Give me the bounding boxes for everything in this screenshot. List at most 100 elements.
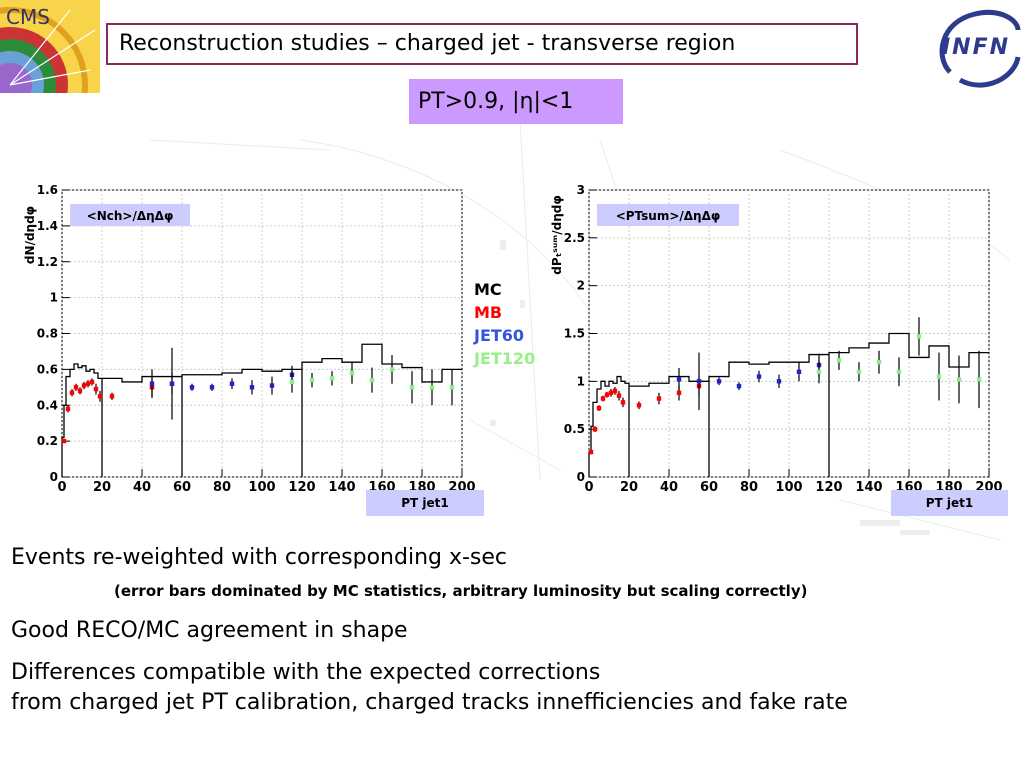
x-tick-label: 80 xyxy=(740,480,758,495)
data-point-mb xyxy=(604,392,610,397)
svg-text:CMS: CMS xyxy=(6,5,50,29)
cms-logo: CMS xyxy=(0,0,100,93)
data-point-mb xyxy=(588,449,594,455)
inner-label: <PTsum>/ΔηΔφ xyxy=(616,209,721,223)
legend-jet120: JET120 xyxy=(474,349,536,368)
y-tick-label: 1.6 xyxy=(37,183,58,197)
data-point-jet120 xyxy=(289,379,295,385)
y-tick-label: 1.4 xyxy=(37,219,58,233)
x-tick-label: 60 xyxy=(173,480,191,495)
data-point-mb xyxy=(676,390,682,396)
y-axis-label: dPₜˢᵘᵐ/dηdφ xyxy=(550,195,564,275)
data-point-jet120 xyxy=(449,385,455,390)
y-tick-label: 2.5 xyxy=(564,231,585,245)
data-point-jet60 xyxy=(249,385,255,390)
bullet-differences-cont: from charged jet PT calibration, charged… xyxy=(11,690,848,715)
data-point-jet120 xyxy=(956,377,962,382)
data-point-mb xyxy=(592,426,598,432)
y-tick-label: 0.5 xyxy=(564,422,585,436)
inner-label-bg xyxy=(597,204,739,226)
data-point-mb xyxy=(656,396,662,401)
data-point-jet120 xyxy=(389,367,395,372)
x-tick-label: 0 xyxy=(584,480,593,495)
data-point-jet120 xyxy=(349,370,355,376)
bullet-reweighted: Events re-weighted with corresponding x-… xyxy=(11,545,508,570)
y-tick-label: 0 xyxy=(50,470,58,484)
x-tick-label: 40 xyxy=(660,480,678,495)
data-point-jet120 xyxy=(976,377,982,382)
x-tick-label: 120 xyxy=(288,480,315,495)
legend-mb: MB xyxy=(474,303,503,322)
x-tick-label: 20 xyxy=(620,480,638,495)
data-point-jet60 xyxy=(269,383,275,388)
y-axis-label: dN/dηdφ xyxy=(23,206,37,264)
data-point-mb xyxy=(596,405,602,411)
data-point-jet60 xyxy=(676,377,682,382)
x-tick-label: 60 xyxy=(700,480,718,495)
y-tick-label: 0.6 xyxy=(37,362,58,376)
data-point-jet120 xyxy=(896,369,902,374)
data-point-jet60 xyxy=(756,374,762,379)
legend: MC MB JET60 JET120 xyxy=(474,278,535,370)
data-point-jet60 xyxy=(796,369,802,374)
note-error-bars: (error bars dominated by MC statistics, … xyxy=(114,582,808,600)
data-point-jet120 xyxy=(936,374,942,379)
data-point-mb xyxy=(97,394,103,399)
data-point-jet60 xyxy=(209,385,215,390)
data-point-jet60 xyxy=(189,385,195,390)
data-point-mb xyxy=(89,379,95,385)
data-point-jet120 xyxy=(916,334,922,339)
bullet-differences: Differences compatible with the expected… xyxy=(11,660,601,685)
nch-chart: 0 20 40 60 80 100 120 140 160 180 20000.20.40.60.8… xyxy=(23,183,476,495)
data-point-mb xyxy=(616,393,622,398)
x-tick-label: 0 xyxy=(57,480,66,495)
legend-mc: MC xyxy=(474,280,502,299)
x-tick-label: 40 xyxy=(133,480,151,495)
data-point-mb xyxy=(61,438,67,444)
x-tick-label: 120 xyxy=(815,480,842,495)
slide-title: Reconstruction studies – charged jet - t… xyxy=(106,23,858,65)
data-point-jet120 xyxy=(409,385,415,390)
data-point-jet120 xyxy=(329,376,335,381)
y-tick-label: 1.2 xyxy=(37,255,58,269)
y-tick-label: 0.8 xyxy=(37,327,58,341)
data-point-jet120 xyxy=(309,377,315,383)
y-tick-label: 0.2 xyxy=(37,434,58,448)
data-point-jet120 xyxy=(429,385,435,390)
data-point-jet120 xyxy=(816,369,822,374)
data-point-jet60 xyxy=(716,379,722,384)
data-point-jet60 xyxy=(229,381,235,386)
y-tick-label: 2 xyxy=(577,279,585,293)
data-point-jet60 xyxy=(776,379,782,384)
data-point-mb xyxy=(620,400,626,405)
x-tick-label: 140 xyxy=(328,480,355,495)
data-point-mb xyxy=(612,388,618,394)
data-point-mb xyxy=(81,383,87,388)
data-point-jet60 xyxy=(696,379,702,384)
data-point-mb xyxy=(636,403,642,408)
x-tick-label: 100 xyxy=(775,480,802,495)
data-point-jet60 xyxy=(736,383,742,389)
inner-label-bg xyxy=(70,204,190,226)
data-point-jet60 xyxy=(169,381,175,386)
ptsum-chart: 0 20 40 60 80 100 120 140 160 180 20000.511.522.53… xyxy=(550,183,1003,495)
cut-label: PT>0.9, |η|<1 xyxy=(409,79,623,124)
data-point-jet60 xyxy=(149,381,155,386)
data-point-jet120 xyxy=(876,360,882,365)
legend-jet60: JET60 xyxy=(474,326,525,345)
data-point-mb xyxy=(73,385,79,390)
data-point-mb xyxy=(77,388,83,394)
x-tick-label: 20 xyxy=(93,480,111,495)
xlabel-tag-left: PT jet1 xyxy=(366,490,484,516)
x-tick-label: 100 xyxy=(248,480,275,495)
data-point-mb xyxy=(69,390,75,395)
y-tick-label: 3 xyxy=(577,183,585,197)
y-tick-label: 1.5 xyxy=(564,327,585,341)
xlabel-tag-right: PT jet1 xyxy=(891,490,1008,516)
y-tick-label: 0 xyxy=(577,470,585,484)
data-point-jet120 xyxy=(836,358,842,363)
data-point-mb xyxy=(65,406,71,412)
data-point-jet120 xyxy=(856,369,862,374)
svg-text:INFN: INFN xyxy=(942,35,1010,60)
bullet-agreement: Good RECO/MC agreement in shape xyxy=(11,618,408,643)
